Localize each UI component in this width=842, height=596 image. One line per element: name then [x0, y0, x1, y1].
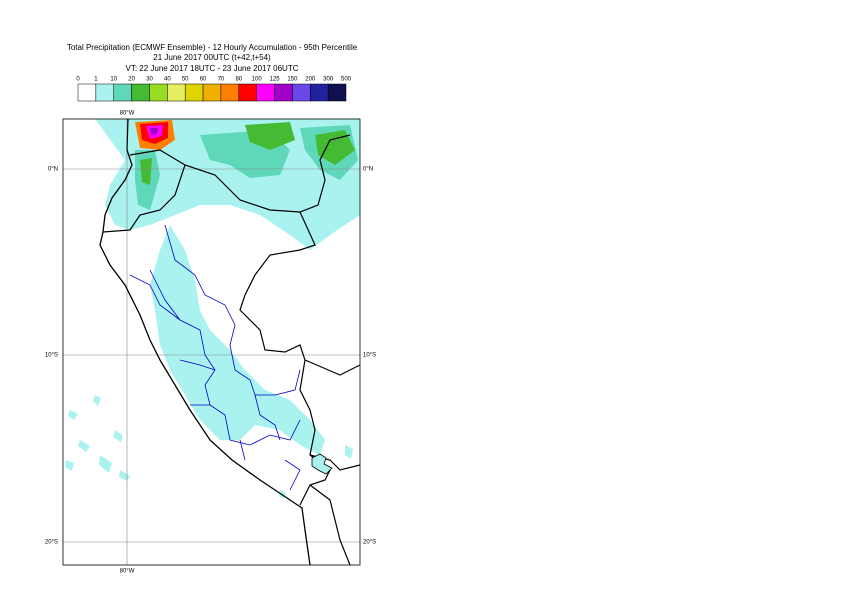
lake: [311, 453, 333, 475]
legend-swatch: [256, 83, 275, 102]
legend: 0 1 10 20 30 40 50 60 70 80 100 125 150 200 300 500: [76, 77, 352, 102]
country-borders: [102, 119, 360, 565]
map-area: [63, 119, 360, 565]
precip-peak: [135, 120, 175, 150]
legend-label: 500: [341, 77, 352, 83]
legend-label: 50: [182, 77, 189, 83]
legend-label: 125: [270, 77, 281, 83]
lon-label: 80°W: [120, 111, 135, 117]
legend-label: 80: [235, 77, 242, 83]
legend-label: 20: [128, 77, 135, 83]
legend-label: 40: [164, 77, 171, 83]
title-line: Total Precipitation (ECMWF Ensemble) - 1…: [67, 43, 358, 52]
lat-label: 10°S: [363, 353, 376, 359]
lat-label: 20°S: [363, 540, 376, 546]
lat-label: 0°N: [363, 167, 373, 173]
legend-swatch: [149, 83, 168, 102]
legend-swatch: [220, 83, 240, 102]
legend-swatch: [95, 83, 114, 102]
legend-label: 150: [287, 77, 298, 83]
graticule: [63, 119, 360, 565]
title-line: VT: 22 June 2017 18UTC - 23 June 2017 06…: [126, 64, 299, 73]
legend-label: 200: [305, 77, 316, 83]
legend-swatch: [274, 83, 293, 102]
legend-swatch: [113, 83, 132, 102]
legend-label: 300: [323, 77, 334, 83]
legend-label: 10: [110, 77, 117, 83]
legend-swatch: [131, 83, 150, 102]
precip-heavy: [140, 122, 355, 185]
legend-label: 0: [76, 77, 80, 83]
coastline: [99, 149, 311, 565]
legend-swatch: [167, 83, 186, 102]
legend-label: 60: [200, 77, 207, 83]
lat-label: 20°S: [45, 540, 58, 546]
lat-label: 0°N: [48, 167, 58, 173]
legend-label: 70: [218, 77, 225, 83]
lat-label: 10°S: [45, 353, 58, 359]
legend-label: 100: [252, 77, 263, 83]
legend-swatch: [310, 83, 329, 102]
legend-swatch: [292, 83, 311, 102]
legend-swatch: [77, 83, 97, 102]
legend-swatch: [238, 83, 257, 102]
legend-swatch: [327, 83, 347, 102]
title-line: 21 June 2017 00UTC (t+42,t+54): [153, 53, 271, 62]
precip-light: [65, 119, 360, 499]
legend-swatch: [184, 83, 204, 102]
legend-label: 30: [146, 77, 153, 83]
legend-label: 1: [94, 77, 98, 83]
map-frame: [62, 118, 361, 566]
region-borders: [129, 224, 301, 491]
legend-swatch: [202, 83, 222, 102]
lon-label: 80°W: [120, 569, 135, 575]
